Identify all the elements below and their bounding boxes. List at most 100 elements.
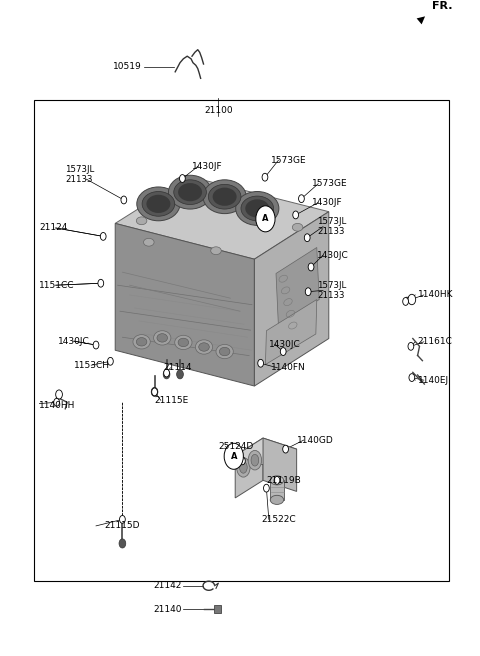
Bar [214, 605, 221, 613]
Text: 21161C: 21161C [418, 337, 453, 346]
Circle shape [408, 342, 414, 350]
Text: A: A [230, 452, 237, 461]
Text: 1573JL
21133: 1573JL 21133 [317, 281, 346, 300]
Ellipse shape [236, 192, 279, 226]
Circle shape [164, 369, 169, 377]
Circle shape [262, 173, 268, 181]
Text: 1573GE: 1573GE [271, 155, 307, 165]
Text: 1430JC: 1430JC [269, 340, 300, 349]
Text: 1430JF: 1430JF [312, 198, 343, 207]
Ellipse shape [178, 183, 202, 201]
Ellipse shape [174, 180, 206, 205]
Ellipse shape [245, 199, 269, 218]
Circle shape [274, 476, 280, 484]
Circle shape [408, 295, 416, 304]
Text: 21115D: 21115D [105, 522, 140, 531]
Text: 1140HK: 1140HK [418, 291, 453, 299]
Polygon shape [276, 247, 319, 325]
Ellipse shape [208, 184, 241, 209]
Circle shape [409, 374, 415, 382]
Ellipse shape [136, 217, 147, 225]
Text: 1140HH: 1140HH [39, 401, 76, 410]
Circle shape [152, 388, 157, 396]
Ellipse shape [270, 495, 284, 504]
Circle shape [120, 516, 125, 523]
Circle shape [258, 359, 264, 367]
Circle shape [98, 279, 104, 287]
Ellipse shape [146, 195, 170, 213]
Text: 21124: 21124 [39, 224, 68, 232]
Circle shape [224, 443, 243, 469]
Text: 1140FN: 1140FN [271, 363, 306, 373]
Circle shape [293, 211, 299, 219]
Text: 1153CH: 1153CH [74, 361, 110, 370]
Ellipse shape [133, 335, 150, 349]
Ellipse shape [219, 347, 230, 356]
Circle shape [283, 445, 288, 453]
Text: 1573JL
21133: 1573JL 21133 [317, 217, 346, 236]
Text: 1430JC: 1430JC [317, 251, 348, 260]
Ellipse shape [178, 338, 189, 346]
Ellipse shape [240, 461, 247, 473]
Ellipse shape [157, 334, 168, 342]
Bar [270, 480, 284, 500]
Ellipse shape [211, 247, 221, 255]
Ellipse shape [251, 455, 259, 466]
Polygon shape [115, 224, 254, 386]
Ellipse shape [248, 451, 262, 470]
Text: 1573GE: 1573GE [312, 179, 348, 188]
Ellipse shape [175, 335, 192, 350]
Circle shape [264, 484, 269, 492]
Ellipse shape [237, 458, 250, 477]
Text: 1140GD: 1140GD [297, 436, 334, 445]
Polygon shape [263, 438, 297, 491]
Circle shape [121, 196, 127, 204]
Text: 10519: 10519 [113, 62, 142, 71]
Circle shape [240, 457, 245, 464]
Circle shape [151, 387, 158, 396]
Text: 21115E: 21115E [155, 396, 189, 405]
Ellipse shape [199, 343, 209, 351]
Circle shape [280, 348, 286, 356]
Text: 21522C: 21522C [262, 515, 296, 524]
Text: 21100: 21100 [204, 106, 233, 115]
Circle shape [299, 195, 304, 203]
Ellipse shape [270, 476, 284, 485]
Circle shape [100, 232, 106, 240]
Ellipse shape [292, 224, 303, 231]
Ellipse shape [168, 175, 212, 209]
Polygon shape [265, 300, 317, 365]
Text: 21119B: 21119B [266, 476, 301, 485]
Ellipse shape [137, 187, 180, 221]
Bar [34, 100, 449, 581]
Text: 21142: 21142 [153, 581, 181, 590]
Ellipse shape [216, 344, 233, 359]
Ellipse shape [142, 192, 175, 216]
Circle shape [403, 298, 408, 305]
Circle shape [56, 390, 62, 399]
Ellipse shape [241, 196, 274, 221]
Circle shape [54, 398, 60, 406]
Ellipse shape [136, 338, 147, 346]
Circle shape [304, 234, 310, 241]
Text: 1573JL
21133: 1573JL 21133 [65, 165, 94, 184]
Polygon shape [235, 438, 263, 498]
Ellipse shape [213, 188, 237, 206]
Text: 21114: 21114 [163, 363, 192, 373]
Text: FR.: FR. [432, 1, 453, 11]
Circle shape [93, 341, 99, 349]
Circle shape [119, 539, 126, 548]
Text: 1151CC: 1151CC [39, 281, 75, 290]
Text: 1430JC: 1430JC [58, 337, 89, 346]
Ellipse shape [203, 180, 246, 214]
Polygon shape [115, 176, 329, 259]
Text: 1140EJ: 1140EJ [418, 376, 449, 384]
Circle shape [180, 174, 185, 182]
Polygon shape [254, 212, 329, 386]
Text: 25124D: 25124D [218, 442, 253, 451]
Text: A: A [262, 215, 269, 223]
Polygon shape [235, 438, 297, 466]
Ellipse shape [144, 238, 154, 246]
Circle shape [177, 370, 183, 379]
Text: 1430JF: 1430JF [192, 161, 223, 171]
